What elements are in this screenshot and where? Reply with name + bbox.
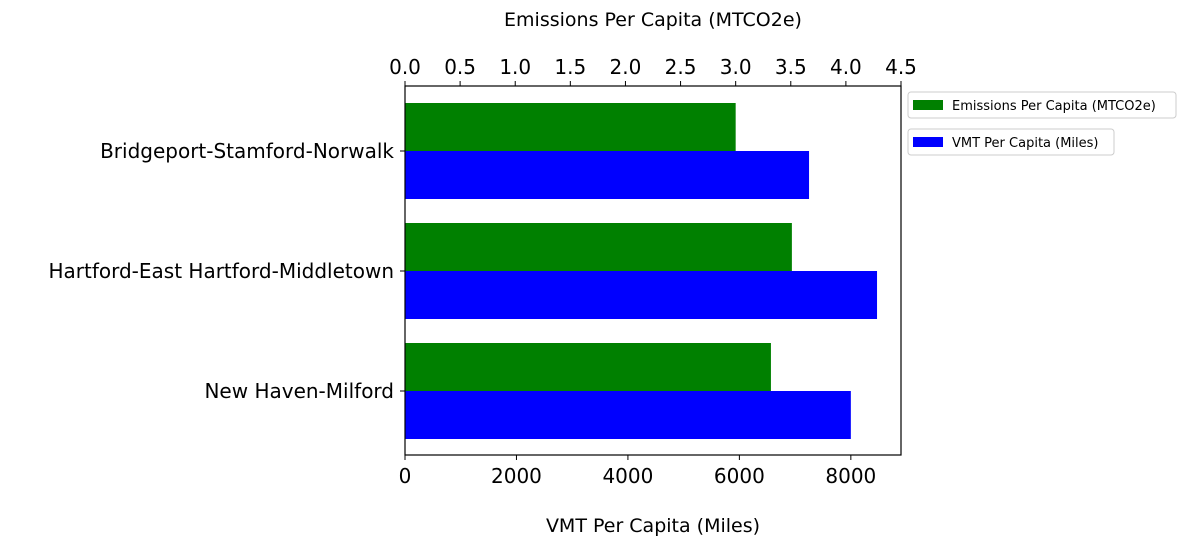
bottom-tick-label: 2000 [491,464,542,488]
bar-emissions-0 [405,103,736,151]
bars-group [405,103,878,439]
bottom-tick-label: 6000 [714,464,765,488]
bottom-axis-title: VMT Per Capita (Miles) [546,515,760,537]
bottom-tick-label: 4000 [602,464,653,488]
top-tick-label: 4.5 [885,55,917,79]
legend-swatch [913,137,943,147]
top-tick-label: 3.0 [720,55,752,79]
top-tick-label: 2.5 [665,55,697,79]
legend-label: VMT Per Capita (Miles) [952,136,1099,151]
top-tick-label: 1.0 [499,55,531,79]
top-axis: 0.0 0.5 1.0 1.5 2.0 2.5 3.0 3.5 4.0 4.5 [389,55,917,86]
top-tick-label: 2.0 [610,55,642,79]
top-axis-title: Emissions Per Capita (MTCO2e) [504,9,802,31]
category-label: Bridgeport-Stamford-Norwalk [100,139,394,163]
legend-label: Emissions Per Capita (MTCO2e) [952,99,1156,114]
category-label: New Haven-Milford [204,379,394,403]
category-label: Hartford-East Hartford-Middletown [48,259,394,283]
top-tick-label: 0.0 [389,55,421,79]
bottom-axis: 0 2000 4000 6000 8000 [399,455,876,488]
legend: Emissions Per Capita (MTCO2e) VMT Per Cap… [907,91,1177,156]
top-tick-label: 1.5 [554,55,586,79]
bottom-tick-label: 8000 [825,464,876,488]
bar-vmt-1 [405,271,878,319]
bar-emissions-1 [405,223,792,271]
legend-swatch [913,100,943,110]
top-tick-label: 4.0 [830,55,862,79]
bar-vmt-0 [405,151,810,199]
legend-box [907,128,1115,156]
legend-box [907,91,1177,119]
bar-vmt-2 [405,391,851,439]
top-tick-label: 0.5 [444,55,476,79]
category-axis: Bridgeport-Stamford-Norwalk Hartford-East… [48,139,405,403]
bar-emissions-2 [405,343,771,391]
top-tick-label: 3.5 [775,55,807,79]
bottom-tick-label: 0 [399,464,412,488]
